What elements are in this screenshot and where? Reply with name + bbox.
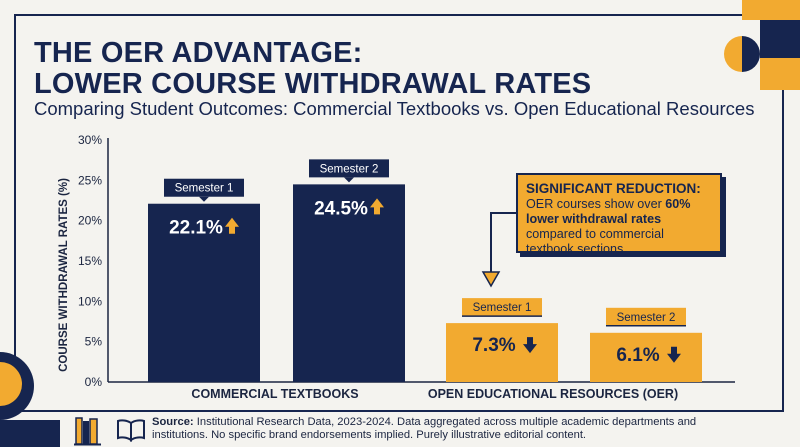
- page-frame: [14, 14, 784, 412]
- series-tag: [462, 298, 542, 317]
- arrow-up-icon: [370, 198, 384, 215]
- series-tag-label: Semester 2: [617, 312, 676, 324]
- open-book-icon: [117, 419, 145, 442]
- callout-arrowhead: [481, 271, 501, 288]
- source-note: Source: Institutional Research Data, 202…: [152, 416, 752, 442]
- callout-text-end: compared to commercial textbook sections…: [526, 227, 664, 256]
- data-label: 24.5%: [314, 198, 368, 219]
- callout-text-start: OER courses show over: [526, 197, 666, 211]
- y-tick-label: 30%: [78, 133, 102, 147]
- series-tag-label: Semester 2: [320, 163, 379, 175]
- y-axis-title: COURSE WITHDRAWAL RATES (%): [58, 178, 70, 372]
- arrow-down-icon: [667, 346, 681, 363]
- source-label: Source:: [152, 416, 194, 428]
- page-subtitle: Comparing Student Outcomes: Commercial T…: [34, 98, 755, 119]
- callout-text-bold: 60% lower withdrawal rates: [526, 197, 691, 226]
- data-label: 7.3%: [472, 335, 515, 356]
- x-category-label: OPEN EDUCATIONAL RESOURCES (OER): [428, 387, 678, 401]
- significant-reduction-callout: SIGNIFICANT REDUCTION: OER courses show …: [516, 173, 722, 256]
- series-tag-pointer: [199, 196, 209, 202]
- series-tag: [309, 159, 389, 178]
- page-title: THE OER ADVANTAGE: LOWER COURSE WITHDRAW…: [34, 38, 591, 100]
- series-tag: [164, 178, 244, 197]
- y-tick-label: 15%: [78, 254, 102, 268]
- callout-body: OER courses show over 60% lower withdraw…: [526, 197, 712, 257]
- y-tick-label: 5%: [85, 335, 103, 349]
- series-tag-label: Semester 1: [473, 302, 532, 314]
- y-tick-label: 20%: [78, 214, 102, 228]
- source-text: Institutional Research Data, 2023-2024. …: [152, 416, 697, 441]
- bar-0-1: [293, 184, 405, 382]
- arrow-up-icon: [225, 217, 239, 234]
- x-category-label: COMMERCIAL TEXTBOOKS: [191, 387, 358, 401]
- callout-title: SIGNIFICANT REDUCTION:: [526, 181, 701, 196]
- bar-1-1: [590, 332, 702, 382]
- y-tick-label: 10%: [78, 294, 102, 308]
- bar-0-0: [148, 203, 260, 382]
- data-label: 22.1%: [169, 218, 223, 239]
- y-tick-label: 0%: [85, 375, 103, 389]
- bottom-left-decoration: [0, 352, 60, 447]
- series-tag-pointer: [344, 177, 354, 183]
- series-tag: [606, 307, 686, 326]
- top-right-decoration: [724, 0, 800, 90]
- bar-1-0: [446, 323, 558, 382]
- book-icon: [74, 417, 101, 446]
- arrow-down-icon: [523, 337, 537, 354]
- data-label: 6.1%: [616, 345, 659, 366]
- callout-connector: [490, 212, 521, 272]
- series-tag-label: Semester 1: [175, 183, 234, 195]
- title-line-1: THE OER ADVANTAGE:: [34, 37, 363, 69]
- y-tick-label: 25%: [78, 173, 102, 187]
- title-line-2: LOWER COURSE WITHDRAWAL RATES: [34, 68, 592, 100]
